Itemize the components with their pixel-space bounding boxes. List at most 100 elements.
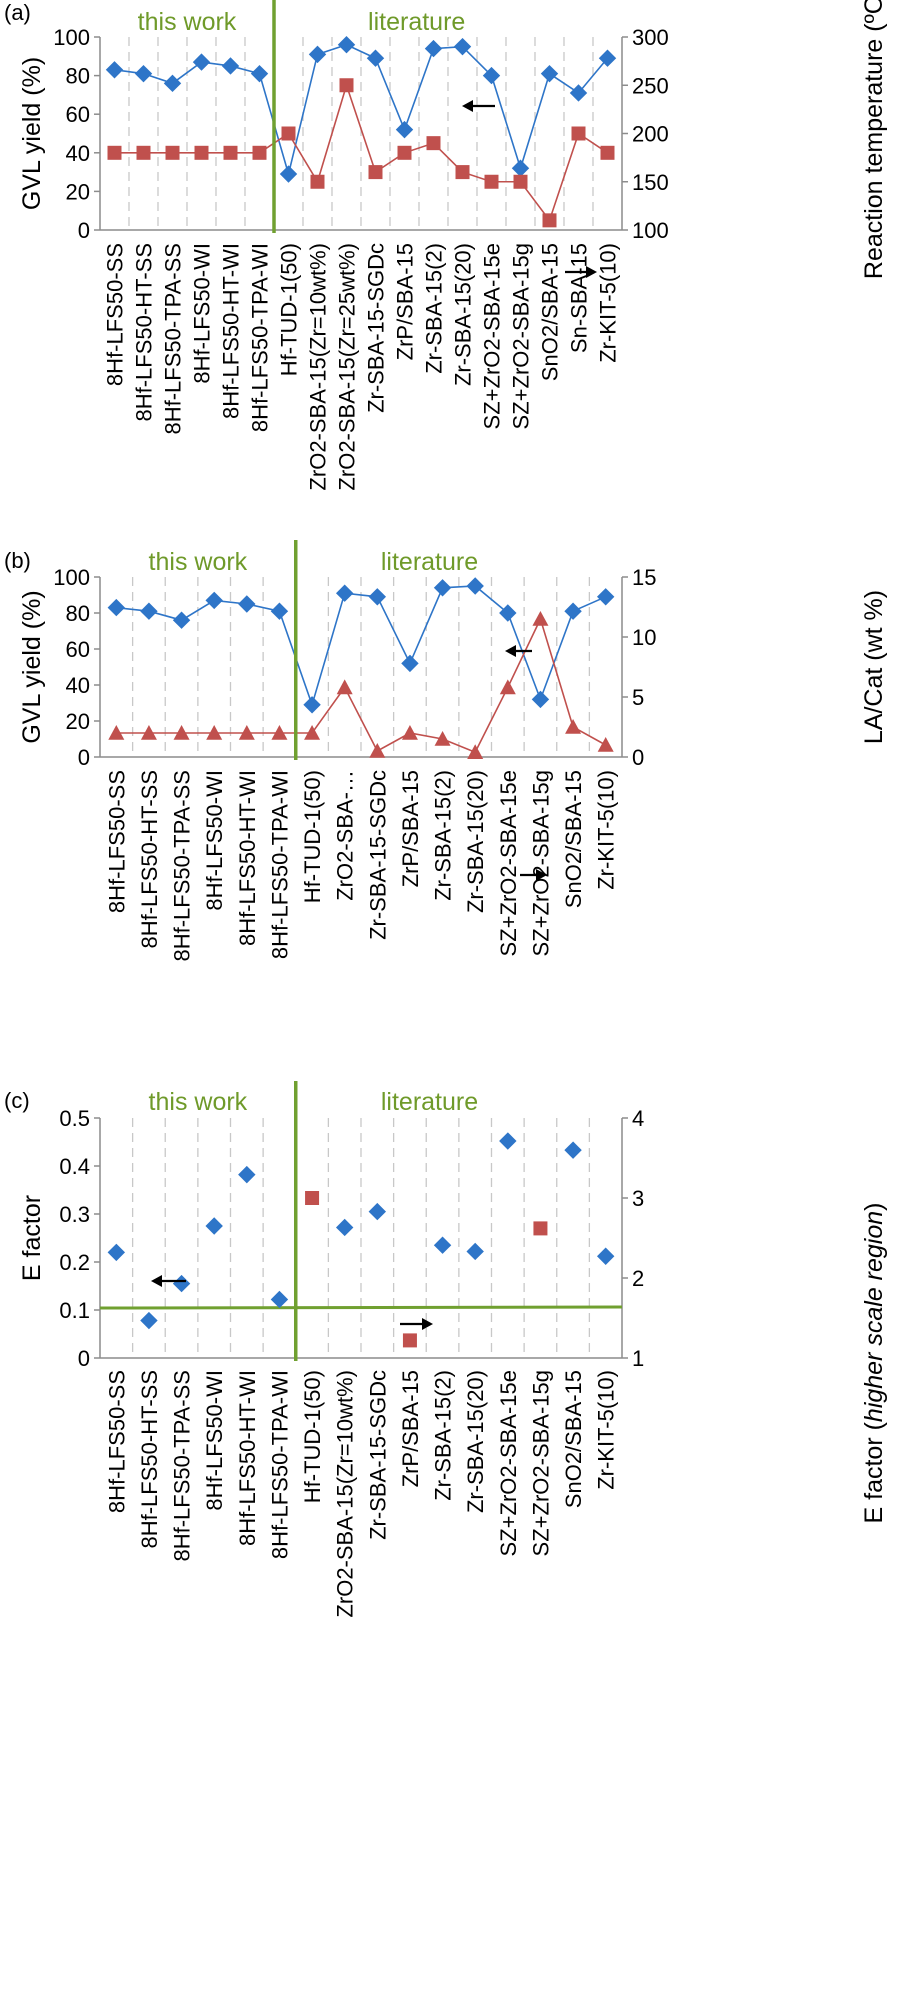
- y-tick-label: 100: [53, 565, 90, 590]
- x-tick-label: SZ+ZrO2-SBA-15g: [528, 770, 553, 956]
- x-tick-label: 8Hf-LFS50-HT-WI: [235, 1370, 260, 1546]
- data-point: [499, 604, 517, 622]
- data-point: [252, 145, 267, 160]
- x-tick-label: 8Hf-LFS50-TPA-SS: [170, 770, 195, 962]
- y-tick-label: 60: [66, 637, 90, 662]
- y2-tick-label: 15: [632, 565, 656, 590]
- chart-panel-2: (b) 0 20 40 60 80 100 0 5 10 15 GVL yield (%) LA/Cat…: [4, 540, 888, 962]
- data-point: [424, 39, 443, 58]
- series-line-2: [116, 616, 607, 754]
- y2-tick-label: 0: [632, 745, 644, 770]
- data-point: [337, 36, 356, 54]
- x-tick-label: Zr-SBA-15(20): [463, 1370, 488, 1513]
- data-point: [336, 679, 353, 695]
- data-point: [250, 64, 269, 83]
- y2-axis-title: Reaction temperature (ºC): [860, 0, 888, 279]
- data-point: [482, 66, 501, 85]
- data-point: [310, 174, 325, 189]
- data-point: [564, 602, 582, 620]
- data-point: [140, 725, 157, 740]
- data-point: [540, 64, 559, 83]
- data-point: [532, 611, 549, 626]
- y-axis-title: GVL yield (%): [18, 590, 46, 743]
- data-point: [499, 1132, 517, 1150]
- data-point: [513, 174, 528, 189]
- x-tick-label: 8Hf-LFS50-WI: [202, 1370, 227, 1511]
- x-tick-label: 8Hf-LFS50-TPA-SS: [170, 1370, 195, 1562]
- data-point: [281, 126, 296, 141]
- x-tick-label: Zr-KIT-5(10): [596, 243, 621, 363]
- x-tick-label: Hf-TUD-1(50): [300, 770, 325, 903]
- x-tick-label: Zr-SBA-15(2): [431, 770, 456, 901]
- x-tick-label: 8Hf-LFS50-TPA-WI: [267, 770, 292, 959]
- data-point: [426, 136, 441, 151]
- data-point: [205, 1217, 223, 1235]
- x-tick-label: 8Hf-LFS50-SS: [103, 243, 128, 386]
- x-tick-label: Hf-TUD-1(50): [277, 243, 302, 376]
- data-point: [140, 1311, 158, 1330]
- x-tick-label: SZ+ZrO2-SBA-15g: [509, 243, 534, 429]
- data-point: [107, 145, 122, 160]
- y-axis-title: E factor: [18, 1195, 46, 1281]
- region-label-literature: literature: [381, 548, 478, 576]
- data-point: [335, 584, 354, 602]
- region-label-this-work: this work: [138, 8, 237, 36]
- y-tick-label: 0: [78, 218, 90, 243]
- data-point: [533, 1221, 548, 1236]
- series-line-1: [114, 43, 609, 178]
- x-tick-label: ZrO2-SBA-15(Zr=25wt%): [335, 243, 360, 491]
- x-tick-label: Zr-SBA-15-SGDc: [365, 770, 390, 940]
- data-point: [107, 1243, 126, 1262]
- x-tick-label: Zr-SBA-15-SGDc: [365, 1370, 390, 1540]
- data-point: [134, 64, 153, 83]
- y-tick-label: 40: [66, 673, 90, 698]
- data-point: [136, 145, 151, 160]
- x-tick-label: 8Hf-LFS50-TPA-SS: [161, 243, 186, 435]
- data-point: [335, 1218, 354, 1237]
- x-tick-label: SZ+ZrO2-SBA-15e: [480, 243, 505, 429]
- x-tick-label: 8Hf-LFS50-TPA-WI: [267, 1370, 292, 1559]
- x-tick-label: ZrP/SBA-15: [398, 1370, 423, 1487]
- data-point: [434, 731, 451, 746]
- x-tick-label: SZ+ZrO2-SBA-15g: [528, 1370, 553, 1556]
- data-point: [596, 1247, 615, 1265]
- data-point: [163, 74, 182, 93]
- x-tick-label: ZrO2-SBA-15(Zr=10wt%): [306, 243, 331, 491]
- data-point: [223, 145, 238, 160]
- data-point: [395, 120, 414, 139]
- data-point: [140, 602, 158, 620]
- y2-axis-title-main: E factor (: [860, 1421, 888, 1523]
- y2-axis-title: E factor (higher scale region): [860, 1203, 888, 1524]
- y-tick-label: 60: [66, 102, 90, 127]
- x-tick-label: Zr-SBA-15(2): [422, 243, 447, 374]
- data-point: [484, 174, 499, 189]
- x-tick-label: ZrO2-SBA-15(Zr=10wt%): [333, 1370, 358, 1618]
- data-point: [466, 1242, 484, 1261]
- data-point: [499, 679, 516, 695]
- x-tick-label: 8Hf-LFS50-HT-WI: [219, 243, 244, 419]
- data-point: [238, 725, 255, 740]
- y-tick-label: 0.4: [59, 1154, 90, 1179]
- region-label-literature: literature: [381, 1088, 478, 1116]
- x-tick-label: Zr-SBA-15(20): [463, 770, 488, 913]
- data-point: [369, 743, 386, 758]
- data-point: [172, 611, 191, 629]
- region-label-this-work: this work: [149, 1088, 248, 1116]
- data-point: [105, 61, 124, 79]
- right-axis-arrow-head: [586, 266, 597, 278]
- data-point: [466, 577, 484, 595]
- data-point: [596, 588, 615, 606]
- data-point: [205, 591, 223, 610]
- data-point: [402, 1333, 417, 1348]
- data-point: [192, 53, 211, 71]
- y-tick-label: 20: [66, 179, 90, 204]
- data-point: [467, 744, 484, 759]
- x-tick-label: Zr-KIT-5(10): [594, 770, 619, 890]
- data-point: [542, 213, 557, 228]
- chart-panel-1: (a) 0 20 40 60 80 100 100 150 200 250 300 GVL yield …: [4, 0, 888, 491]
- y2-tick-label: 200: [632, 122, 669, 147]
- data-point: [221, 57, 240, 75]
- left-axis-arrow-head: [151, 1275, 162, 1287]
- x-tick-label: Zr-SBA-15(2): [431, 1370, 456, 1501]
- x-tick-label: SnO2/SBA-15: [561, 770, 586, 908]
